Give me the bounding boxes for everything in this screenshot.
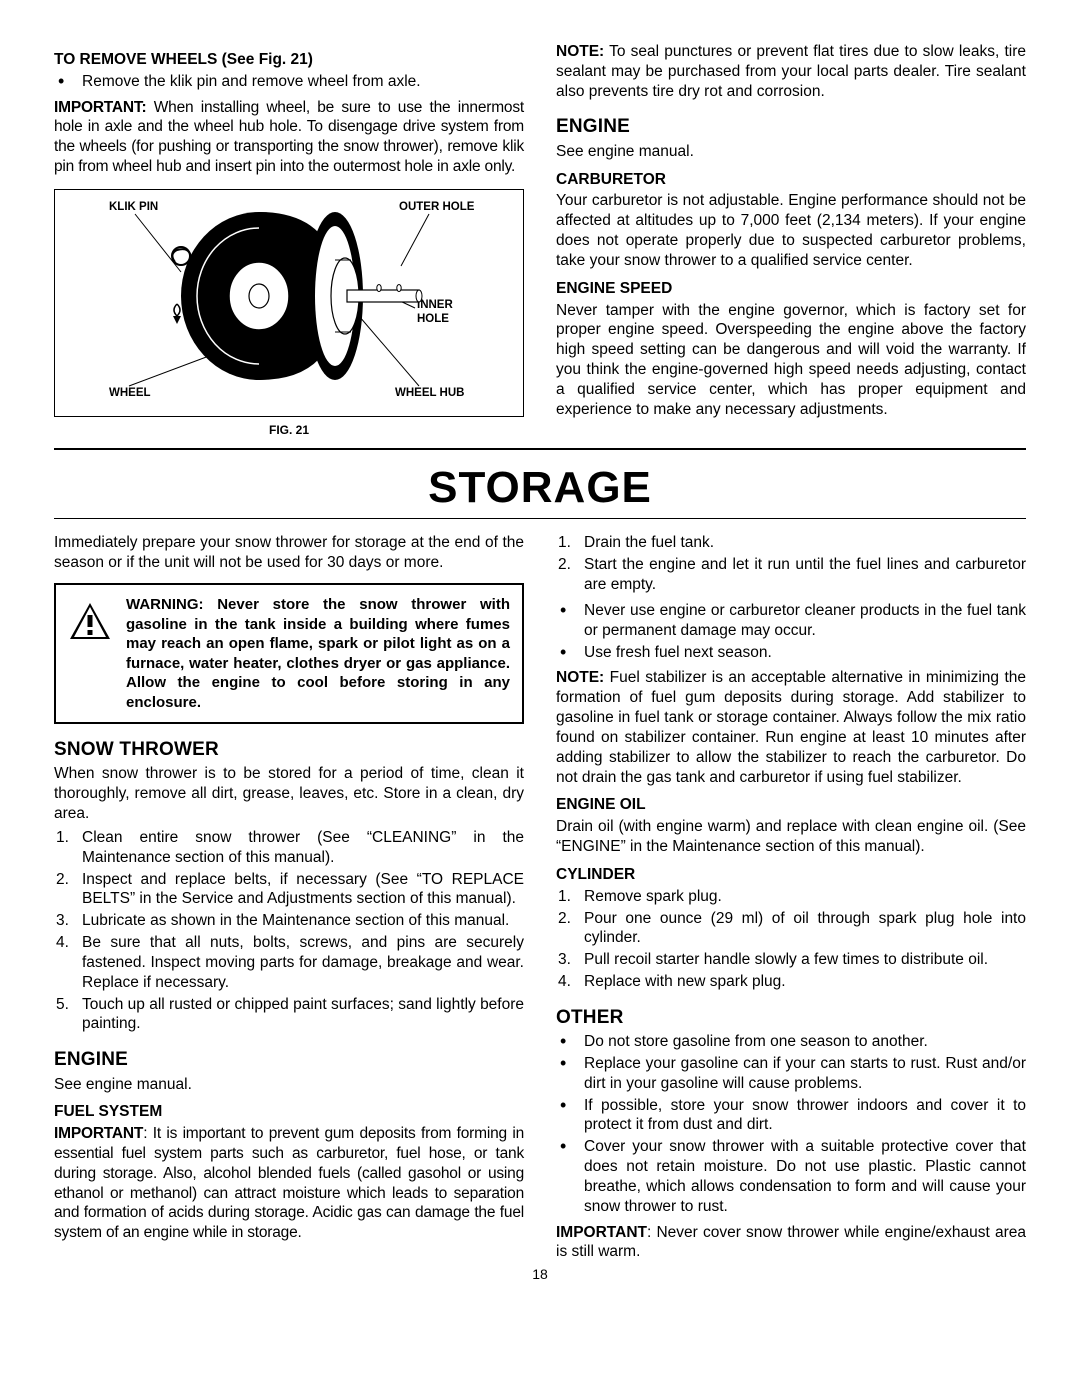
fuel-system-text: IMPORTANT: It is important to prevent gu… (54, 1124, 524, 1243)
remove-wheels-list: Remove the klik pin and remove wheel fro… (54, 72, 524, 92)
cylinder-list: Remove spark plug.Pour one ounce (29 ml)… (556, 887, 1026, 992)
cylinder-heading: CYLINDER (556, 865, 1026, 885)
storage-section: Immediately prepare your snow thrower fo… (54, 533, 1026, 1262)
list-item: Lubricate as shown in the Maintenance se… (54, 911, 524, 931)
engine-oil-text: Drain oil (with engine warm) and replace… (556, 817, 1026, 857)
list-item: Touch up all rusted or chipped paint sur… (54, 995, 524, 1035)
remove-wheels-heading: TO REMOVE WHEELS (See Fig. 21) (54, 50, 524, 70)
list-item: Never use engine or carburetor cleaner p… (556, 601, 1026, 641)
list-item: Clean entire snow thrower (See “CLEANING… (54, 828, 524, 868)
engine-heading-1: ENGINE (556, 115, 1026, 139)
svg-text:WHEEL: WHEEL (109, 387, 151, 399)
list-item: Remove the klik pin and remove wheel fro… (54, 72, 524, 92)
list-item: Do not store gasoline from one season to… (556, 1032, 1026, 1052)
storage-intro: Immediately prepare your snow thrower fo… (54, 533, 524, 573)
svg-text:INNER: INNER (417, 299, 453, 311)
list-item: Replace with new spark plug. (556, 972, 1026, 992)
warning-text: WARNING: Never store the snow thrower wi… (126, 595, 510, 712)
list-item: Be sure that all nuts, bolts, screws, an… (54, 933, 524, 992)
list-item: Inspect and replace belts, if necessary … (54, 870, 524, 910)
svg-text:OUTER HOLE: OUTER HOLE (399, 201, 475, 213)
carburetor-text: Your carburetor is not adjustable. Engin… (556, 191, 1026, 270)
warning-icon (68, 601, 112, 641)
storage-title: STORAGE (54, 454, 1026, 518)
fuel-system-heading: FUEL SYSTEM (54, 1102, 524, 1122)
carburetor-heading: CARBURETOR (556, 170, 1026, 190)
snow-thrower-heading: SNOW THROWER (54, 738, 524, 762)
list-item: Pour one ounce (29 ml) of oil through sp… (556, 909, 1026, 949)
list-item: If possible, store your snow thrower ind… (556, 1096, 1026, 1136)
divider-thin (54, 518, 1026, 519)
list-item: Use fresh fuel next season. (556, 643, 1026, 663)
figure-caption: FIG. 21 (54, 423, 524, 438)
list-item: Pull recoil starter handle slowly a few … (556, 950, 1026, 970)
engine-heading-2: ENGINE (54, 1048, 524, 1072)
drain-bullets: Never use engine or carburetor cleaner p… (556, 601, 1026, 662)
svg-text:WHEEL HUB: WHEEL HUB (395, 387, 464, 399)
svg-text:KLIK PIN: KLIK PIN (109, 201, 158, 213)
drain-list: Drain the fuel tank.Start the engine and… (556, 533, 1026, 594)
important-wheel-text: IMPORTANT: When installing wheel, be sur… (54, 98, 524, 177)
list-item: Remove spark plug. (556, 887, 1026, 907)
snow-thrower-intro: When snow thrower is to be stored for a … (54, 764, 524, 823)
divider-thick (54, 448, 1026, 450)
list-item: Start the engine and let it run until th… (556, 555, 1026, 595)
see-engine-1: See engine manual. (556, 142, 1026, 162)
other-heading: OTHER (556, 1006, 1026, 1030)
snow-thrower-list: Clean entire snow thrower (See “CLEANING… (54, 828, 524, 1034)
engine-speed-text: Never tamper with the engine governor, w… (556, 301, 1026, 420)
engine-oil-heading: ENGINE OIL (556, 795, 1026, 815)
list-item: Drain the fuel tank. (556, 533, 1026, 553)
engine-speed-heading: ENGINE SPEED (556, 279, 1026, 299)
list-item: Cover your snow thrower with a suitable … (556, 1137, 1026, 1216)
other-bullets: Do not store gasoline from one season to… (556, 1032, 1026, 1216)
wheel-diagram: KLIK PIN OUTER HOLE INNER HOLE WHEEL WHE… (99, 196, 479, 404)
see-engine-2: See engine manual. (54, 1075, 524, 1095)
note-sealant: NOTE: To seal punctures or prevent flat … (556, 42, 1026, 101)
page-number: 18 (54, 1266, 1026, 1284)
svg-text:HOLE: HOLE (417, 313, 449, 325)
top-section: TO REMOVE WHEELS (See Fig. 21) Remove th… (54, 42, 1026, 438)
figure-21-box: KLIK PIN OUTER HOLE INNER HOLE WHEEL WHE… (54, 189, 524, 417)
warning-box: WARNING: Never store the snow thrower wi… (54, 583, 524, 724)
list-item: Replace your gasoline can if your can st… (556, 1054, 1026, 1094)
important-cover: IMPORTANT: Never cover snow thrower whil… (556, 1223, 1026, 1263)
stabilizer-note: NOTE: Fuel stabilizer is an acceptable a… (556, 668, 1026, 787)
